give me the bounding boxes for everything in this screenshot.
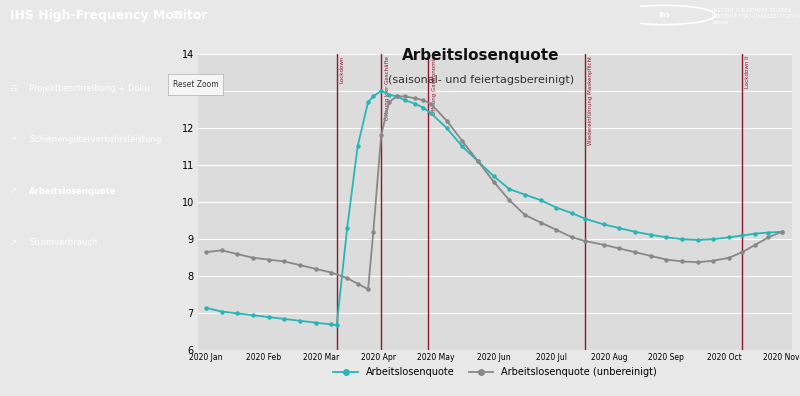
Text: INSTITUT FÜR HÖHERE STUDIEN: INSTITUT FÜR HÖHERE STUDIEN (712, 8, 791, 13)
Text: ↗: ↗ (10, 187, 17, 196)
Text: Öffnung Gastronomie: Öffnung Gastronomie (431, 55, 437, 115)
Text: Lockdown: Lockdown (339, 55, 344, 83)
Text: ihs: ihs (658, 12, 670, 18)
Text: Arbeitslosenquote: Arbeitslosenquote (29, 187, 117, 196)
Text: ↗: ↗ (10, 238, 17, 247)
Text: IHS High-Frequency Monitor: IHS High-Frequency Monitor (10, 8, 207, 21)
Text: ↗: ↗ (10, 135, 17, 144)
Text: (saisonal- und feiertagsbereinigt): (saisonal- und feiertagsbereinigt) (388, 76, 574, 86)
Text: Lockdown II: Lockdown II (745, 55, 750, 88)
Text: Reset Zoom: Reset Zoom (173, 80, 218, 89)
Legend: Arbeitslosenquote, Arbeitslosenquote (unbereinigt): Arbeitslosenquote, Arbeitslosenquote (un… (330, 364, 661, 381)
Text: Schienengüterverkehrsleistung: Schienengüterverkehrsleistung (29, 135, 162, 144)
Text: Vienna: Vienna (712, 20, 729, 25)
Text: INSTITUTE FOR ADVANCED STUDIES: INSTITUTE FOR ADVANCED STUDIES (712, 14, 800, 19)
Text: Projektbeschreibung + Doku: Projektbeschreibung + Doku (29, 84, 150, 93)
Text: Wiedereinführung Maskenpflicht: Wiedereinführung Maskenpflicht (588, 55, 593, 145)
Text: ☷: ☷ (10, 84, 18, 93)
Text: Stromverbrauch: Stromverbrauch (29, 238, 98, 247)
Text: ≡: ≡ (170, 8, 182, 23)
Text: Öffnung kler Geschäfte: Öffnung kler Geschäfte (384, 55, 390, 120)
Text: Arbeitslosenquote: Arbeitslosenquote (402, 48, 560, 63)
